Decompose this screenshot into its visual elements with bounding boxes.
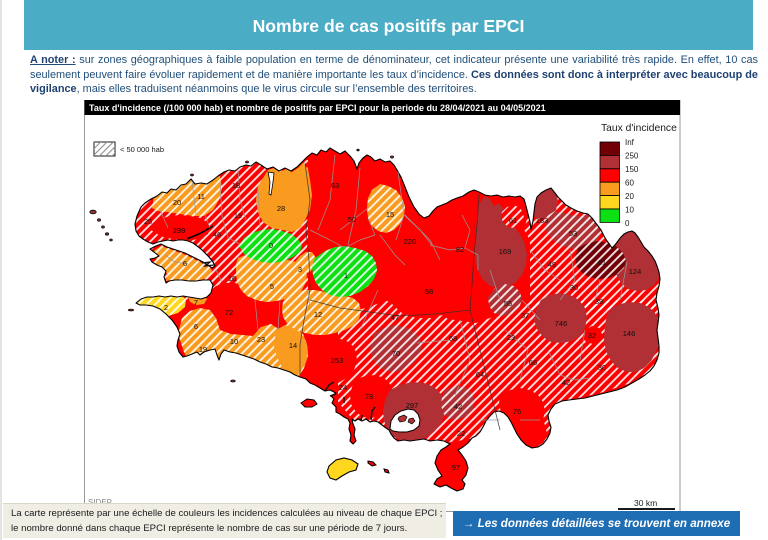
svg-text:11: 11: [197, 192, 205, 201]
svg-text:18: 18: [232, 181, 240, 190]
svg-text:2: 2: [164, 303, 168, 312]
svg-text:47: 47: [391, 313, 399, 322]
svg-text:5: 5: [270, 282, 274, 291]
svg-text:76: 76: [513, 407, 521, 416]
svg-text:32: 32: [588, 331, 596, 340]
svg-text:183: 183: [536, 216, 549, 225]
svg-text:299: 299: [173, 226, 186, 235]
svg-text:150: 150: [625, 165, 639, 174]
svg-text:6: 6: [194, 322, 198, 331]
svg-text:7: 7: [194, 298, 198, 307]
svg-text:14: 14: [289, 341, 297, 350]
svg-text:30 km: 30 km: [634, 498, 657, 508]
svg-text:63: 63: [331, 181, 339, 190]
svg-text:39: 39: [595, 297, 603, 306]
svg-text:6: 6: [183, 259, 187, 268]
svg-text:220: 220: [404, 237, 417, 246]
svg-text:42: 42: [562, 378, 570, 387]
svg-text:20: 20: [625, 192, 634, 201]
svg-text:12: 12: [314, 310, 322, 319]
svg-text:Inf: Inf: [625, 138, 635, 147]
svg-text:10: 10: [625, 206, 634, 215]
svg-text:49: 49: [548, 260, 556, 269]
svg-text:70: 70: [392, 349, 400, 358]
svg-text:66: 66: [529, 358, 537, 367]
svg-text:146: 146: [623, 329, 636, 338]
svg-text:SIDEP: SIDEP: [88, 498, 112, 507]
svg-text:64: 64: [476, 370, 484, 379]
svg-text:53: 53: [569, 229, 577, 238]
svg-text:97: 97: [452, 463, 460, 472]
svg-text:20: 20: [173, 198, 181, 207]
svg-text:Taux d'incidence: Taux d'incidence: [601, 123, 677, 134]
svg-text:1: 1: [344, 271, 348, 280]
svg-text:50: 50: [348, 215, 356, 224]
svg-text:82: 82: [456, 245, 464, 254]
svg-text:23: 23: [257, 335, 265, 344]
svg-text:30: 30: [598, 363, 606, 372]
svg-text:124: 124: [629, 267, 642, 276]
svg-text:10: 10: [230, 337, 238, 346]
svg-text:169: 169: [499, 247, 512, 256]
svg-text:60: 60: [625, 179, 634, 188]
svg-text:Taux d'incidence (/100 000 hab: Taux d'incidence (/100 000 hab) et nombr…: [89, 103, 546, 113]
svg-text:42: 42: [454, 402, 462, 411]
svg-text:68: 68: [449, 334, 457, 343]
svg-text:23: 23: [507, 333, 515, 342]
svg-text:24: 24: [339, 383, 347, 392]
svg-text:< 50 000 hab: < 50 000 hab: [120, 145, 164, 154]
svg-text:22: 22: [457, 429, 465, 438]
svg-text:15: 15: [386, 210, 394, 219]
svg-text:37: 37: [521, 311, 529, 320]
svg-text:58: 58: [425, 287, 433, 296]
svg-text:46: 46: [213, 230, 221, 239]
svg-text:253: 253: [331, 356, 344, 365]
svg-text:61: 61: [509, 216, 517, 225]
svg-text:250: 250: [625, 152, 639, 161]
svg-text:25: 25: [144, 217, 152, 226]
svg-text:19: 19: [234, 211, 242, 220]
svg-text:3: 3: [298, 265, 302, 274]
svg-text:78: 78: [365, 392, 373, 401]
svg-text:746: 746: [555, 319, 568, 328]
svg-text:30: 30: [570, 283, 578, 292]
svg-text:28: 28: [277, 204, 285, 213]
svg-text:72: 72: [225, 308, 233, 317]
svg-text:55: 55: [504, 299, 512, 308]
svg-text:0: 0: [269, 241, 273, 250]
svg-text:16: 16: [228, 274, 236, 283]
svg-text:297: 297: [406, 401, 419, 410]
svg-text:19: 19: [199, 345, 207, 354]
svg-text:61: 61: [598, 258, 606, 267]
svg-text:0: 0: [625, 219, 630, 228]
